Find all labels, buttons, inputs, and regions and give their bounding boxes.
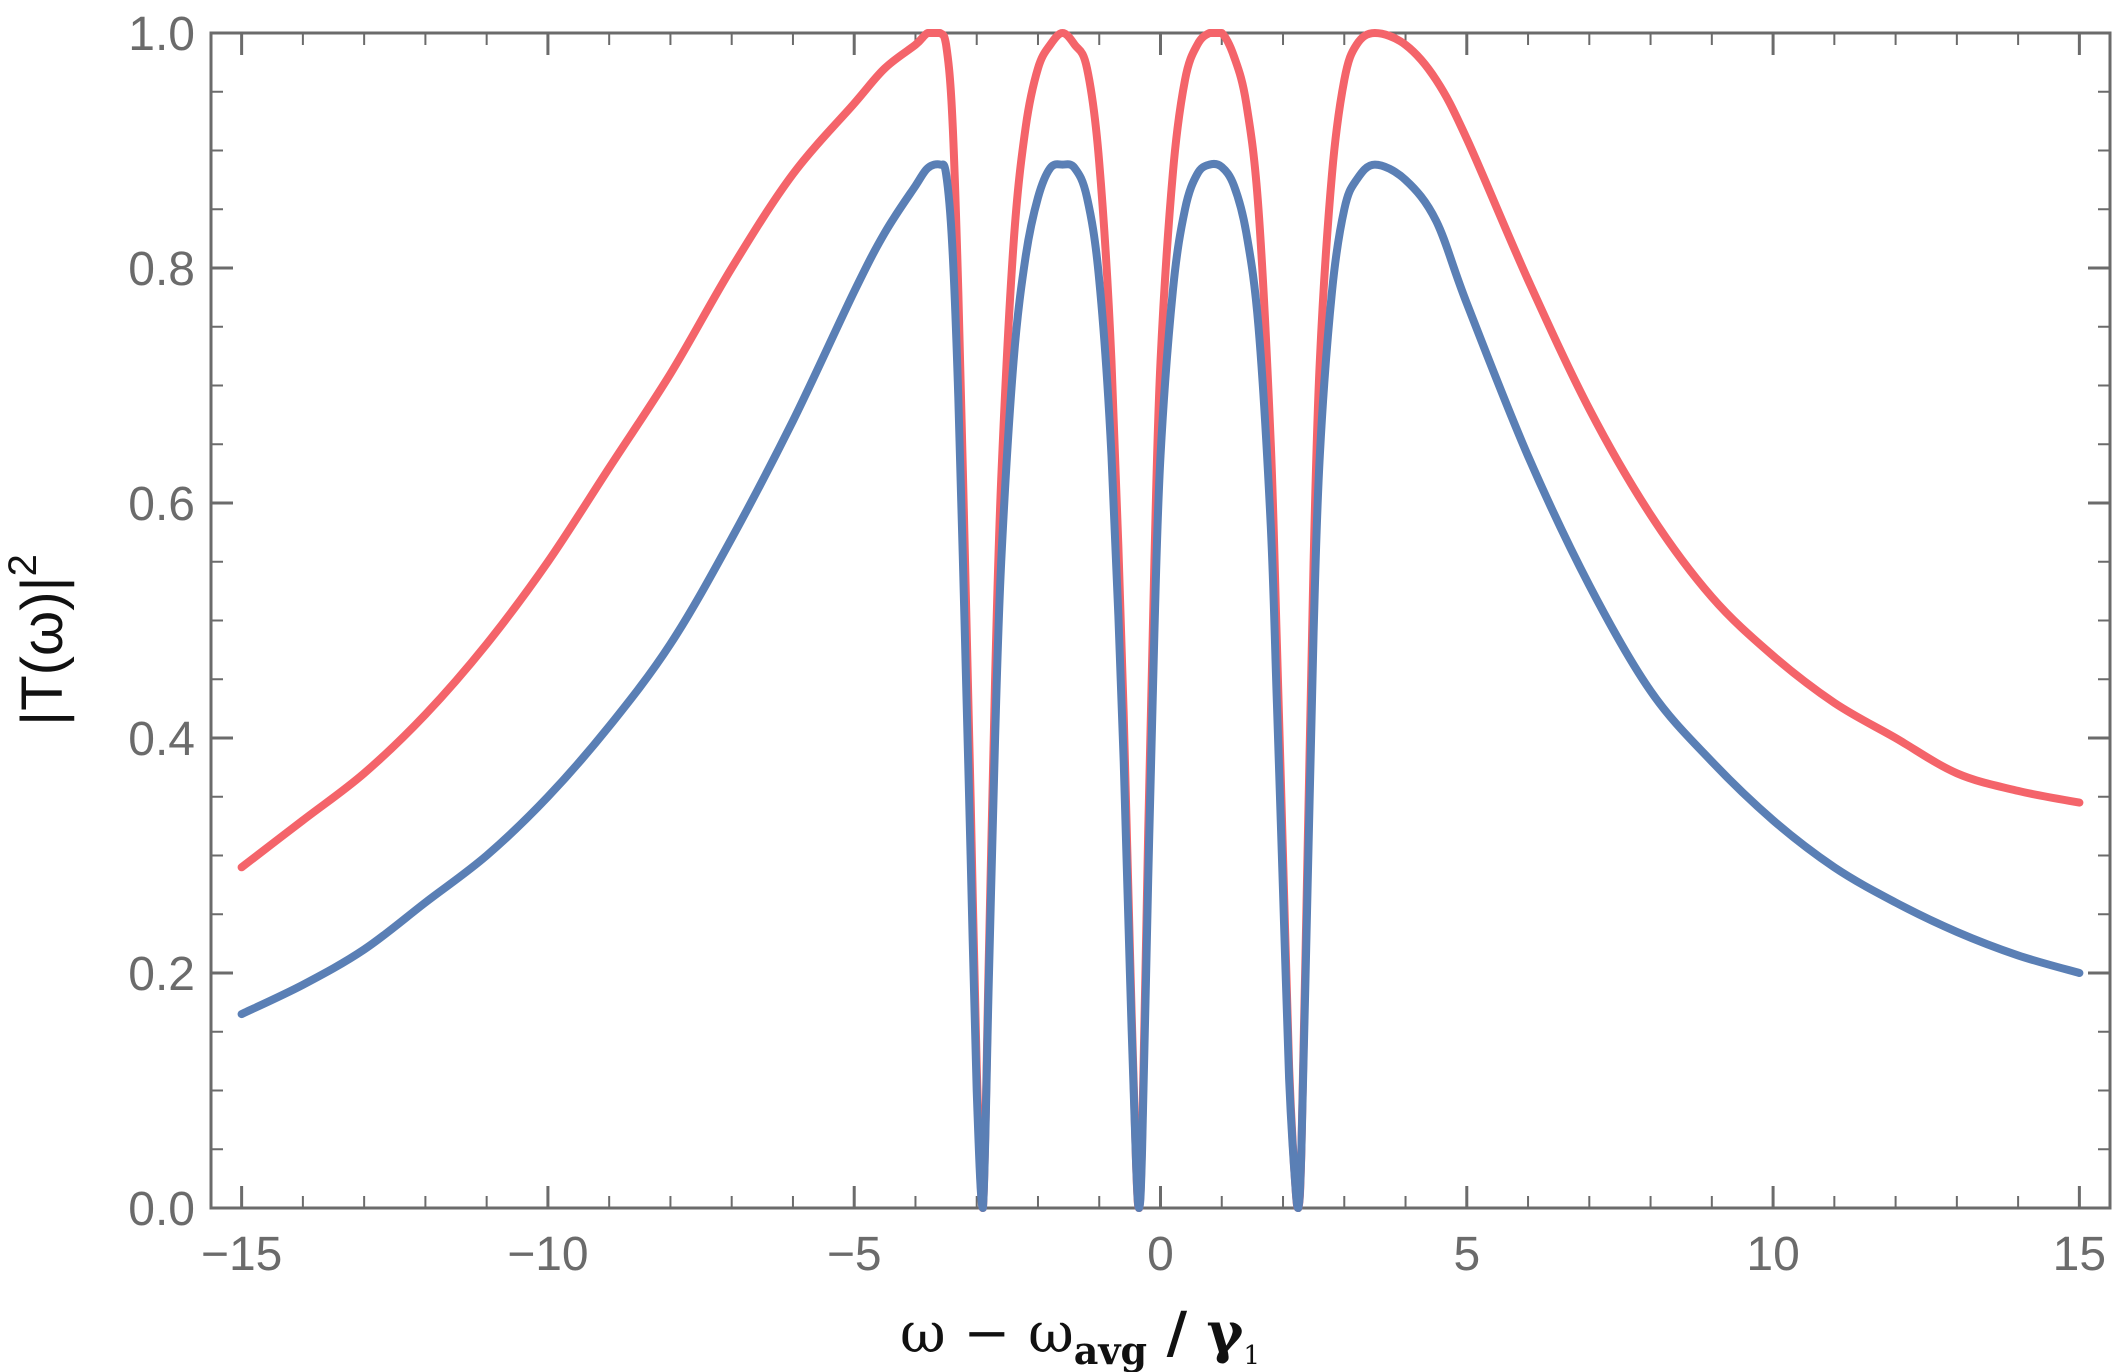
x-axis-title: ω − ωavg / γ1	[900, 1300, 1260, 1372]
x-axis-title-slash: / γ	[1147, 1300, 1244, 1366]
y-tick-label: 0.2	[128, 948, 195, 1001]
series-line-2	[237, 159, 2084, 1212]
series-line-1	[237, 29, 2084, 1212]
series-layer	[237, 29, 2084, 1212]
x-tick-label: 0	[1147, 1228, 1174, 1281]
y-axis-title-main: |T(ω)|	[10, 576, 75, 725]
x-axis-title-main: ω − ω	[900, 1301, 1074, 1366]
x-tick-label: 5	[1453, 1228, 1480, 1281]
x-tick-label: −10	[507, 1228, 588, 1281]
plot-frame	[209, 31, 2112, 1210]
x-tick-label: −15	[201, 1228, 282, 1281]
x-tick-label: 15	[2053, 1228, 2106, 1281]
minor-ticks	[211, 33, 2110, 1208]
x-tick-label: −5	[827, 1228, 882, 1281]
major-ticks	[211, 31, 2110, 1210]
y-tick-label: 0.8	[128, 243, 195, 296]
x-axis-title-slash-sub: 1	[1244, 1341, 1261, 1371]
x-tick-label: 10	[1746, 1228, 1799, 1281]
x-tick-labels: −15 −10 −5 0 5 10 15	[201, 1228, 2106, 1281]
y-tick-label: 0.0	[128, 1183, 195, 1236]
y-tick-label: 1.0	[128, 8, 195, 61]
y-axis-title-sup: 2	[1, 554, 45, 576]
y-axis-title: |T(ω)|2	[1, 554, 75, 726]
y-tick-labels: 0.0 0.2 0.4 0.6 0.8 1.0	[128, 8, 195, 1236]
y-tick-label: 0.6	[128, 478, 195, 531]
x-axis-title-sub: avg	[1074, 1328, 1147, 1372]
y-tick-label: 0.4	[128, 713, 195, 766]
